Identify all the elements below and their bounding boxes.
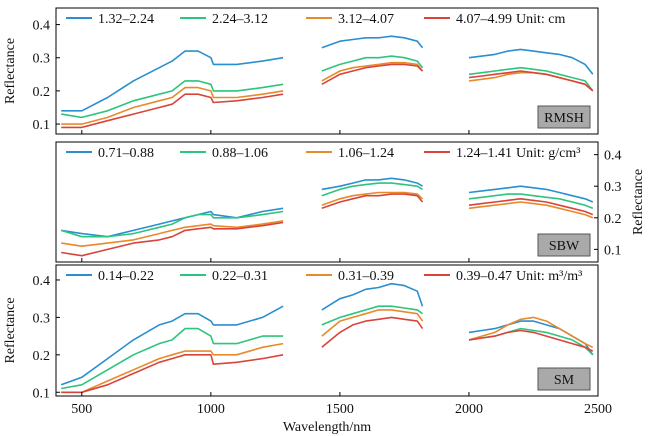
- x-tick-label: 1000: [197, 402, 225, 417]
- legend-label: 1.06–1.24: [338, 146, 394, 161]
- y-tick-label: 0.3: [33, 52, 51, 67]
- unit-label: Unit: m³/m³: [516, 269, 582, 284]
- panel-tag-box: [537, 233, 591, 257]
- y-tick-label: 0.1: [33, 118, 51, 133]
- legend-label: 1.32–2.24: [98, 12, 154, 27]
- series-line-3: [61, 191, 594, 247]
- panel-tag-label: SM: [554, 373, 575, 388]
- panel-tag-label: RMSH: [544, 111, 584, 126]
- panel-rmsh: 0.1 0.2 0.3 0.4 Reflectance 1.32–2.24 2.24–3.1…: [3, 7, 599, 135]
- series-line-2: [60, 182, 594, 238]
- series-line-1: [61, 35, 594, 112]
- legend-label: 3.12–4.07: [338, 12, 394, 27]
- x-tick-label: 1500: [326, 402, 354, 417]
- series-lines: [61, 35, 594, 129]
- x-tick-label: 500: [71, 402, 92, 417]
- y-tick-label: 0.3: [604, 180, 622, 195]
- series-line-4: [61, 316, 594, 394]
- series-line-4: [61, 63, 594, 129]
- series-lines: [60, 282, 594, 394]
- unit-label: Unit: cm: [516, 12, 565, 27]
- y-axis-title: Reflectance: [3, 38, 18, 104]
- x-tick-label: 2500: [584, 402, 612, 417]
- panel-frame: [55, 264, 599, 397]
- panel-sbw: 0.1 0.2 0.3 0.4 Reflectance 0.71–0.88 0.88–1.0…: [55, 141, 646, 263]
- panel-tag-box: [537, 367, 591, 391]
- series-line-3: [61, 309, 594, 394]
- legend-label: 4.07–4.99: [456, 12, 512, 27]
- series-line-2: [61, 305, 594, 390]
- series-line-4: [61, 193, 594, 257]
- x-axis-title: Wavelength/nm: [283, 420, 371, 435]
- y-tick-label: 0.2: [604, 212, 622, 227]
- y-tick-label: 0.1: [604, 243, 622, 258]
- legend-label: 1.24–1.41: [456, 146, 512, 161]
- y-axis-title: Reflectance: [3, 297, 18, 363]
- panel-tag-box: [537, 105, 591, 129]
- y-tick-label: 0.3: [33, 311, 51, 326]
- panel-frame: [55, 141, 599, 263]
- y-tick-label: 0.4: [33, 19, 51, 34]
- panel-sm: 0.1 0.2 0.3 0.4 Reflectance 0.14–0.22 0.22–0.3…: [3, 264, 599, 401]
- unit-label: Unit: g/cm³: [516, 146, 580, 161]
- legend-label: 0.71–0.88: [98, 146, 154, 161]
- legend-label: 0.31–0.39: [338, 269, 394, 284]
- series-lines: [60, 177, 594, 257]
- series-line-2: [61, 55, 594, 119]
- legend-label: 0.88–1.06: [212, 146, 268, 161]
- y-axis-title: Reflectance: [631, 169, 646, 235]
- legend-label: 2.24–3.12: [212, 12, 268, 27]
- legend-label: 0.14–0.22: [98, 269, 154, 284]
- y-tick-label: 0.4: [33, 274, 51, 289]
- y-tick-label: 0.2: [33, 85, 51, 100]
- series-line-1: [61, 177, 594, 238]
- panel-tag-label: SBW: [549, 239, 580, 254]
- y-tick-label: 0.4: [604, 149, 622, 164]
- panel-frame: [55, 7, 599, 135]
- y-tick-label: 0.2: [33, 349, 51, 364]
- x-tick-label: 2000: [455, 402, 483, 417]
- y-tick-label: 0.1: [33, 386, 51, 401]
- legend-label: 0.39–0.47: [456, 269, 512, 284]
- legend-label: 0.22–0.31: [212, 269, 268, 284]
